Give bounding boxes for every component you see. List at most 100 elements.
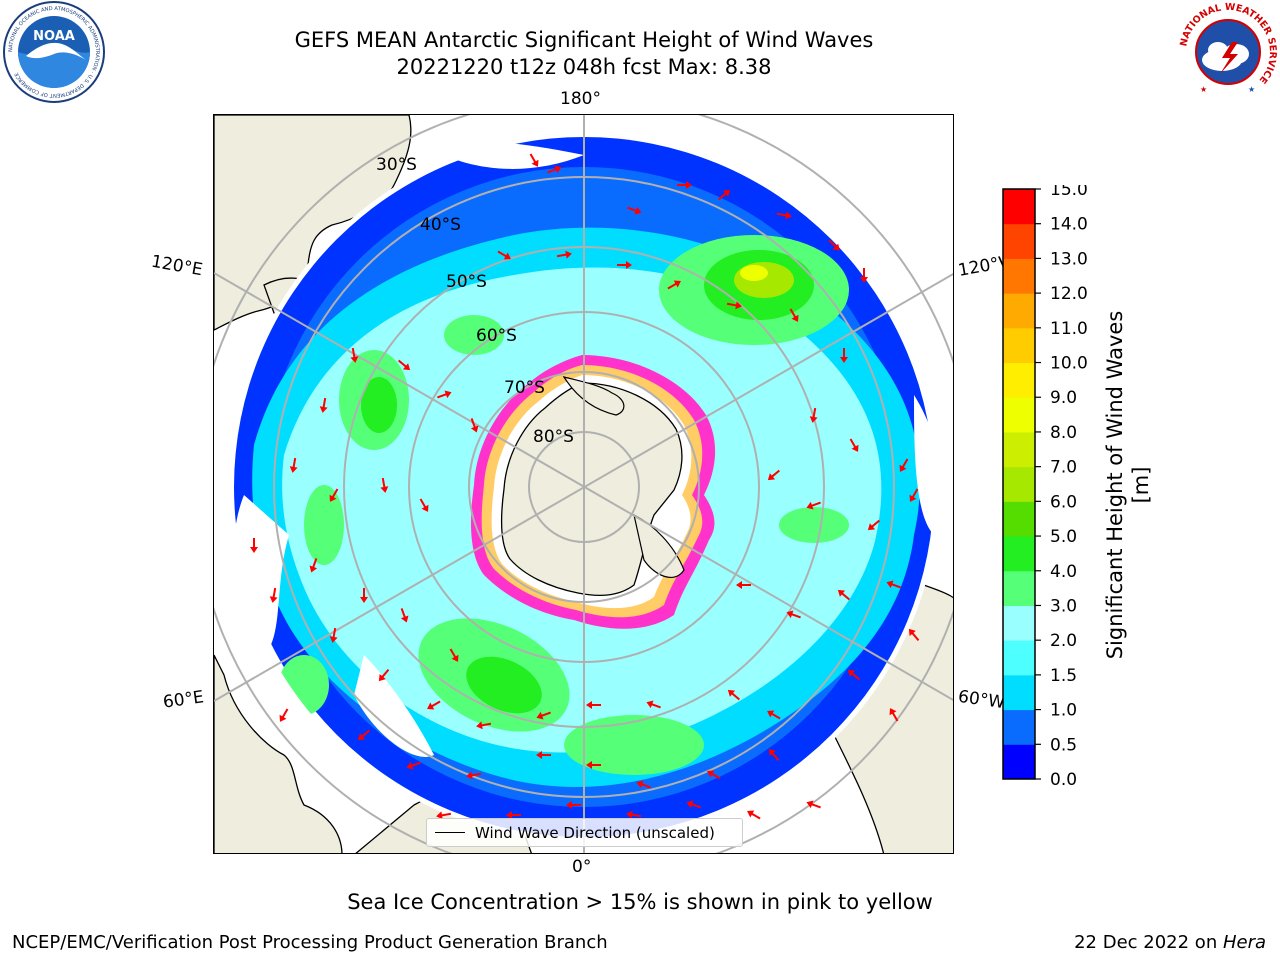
wind-wave-arrow: [736, 581, 751, 589]
colorbar-block: [1003, 431, 1035, 468]
lat-label-50s: 50°S: [446, 272, 487, 292]
colorbar-tick-label: 14.0: [1050, 215, 1088, 235]
wind-wave-arrow: [726, 301, 742, 310]
wind-wave-arrow: [747, 810, 761, 820]
colorbar-tick-label: 1.5: [1050, 666, 1077, 686]
lon-label-120e: 120°E: [149, 251, 205, 281]
wind-wave-arrow: [828, 239, 840, 251]
wind-wave-arrow: [767, 710, 781, 720]
wind-wave-arrow: [547, 165, 562, 174]
colorbar-tick-label: 4.0: [1050, 562, 1077, 582]
latitude-labels: 30°S 40°S 50°S 60°S 70°S 80°S: [376, 155, 574, 447]
colorbar-tick-label: 3.0: [1050, 596, 1077, 616]
wind-wave-arrow: [686, 800, 701, 809]
wind-wave-arrow: [466, 771, 482, 780]
colorbar-tick-label: 9.0: [1050, 388, 1077, 408]
colorbar-tick-label: 2.0: [1050, 631, 1077, 651]
colorbar-block: [1003, 744, 1035, 780]
wind-wave-arrow: [806, 800, 821, 809]
wind-wave-arrow: [566, 801, 581, 809]
wind-wave-arrow: [250, 538, 258, 553]
colorbar-block: [1003, 362, 1035, 398]
wind-wave-arrow: [437, 390, 452, 399]
colorbar-tick-label: 5.0: [1050, 527, 1077, 547]
footer-date: 22 Dec 2022 on: [1074, 932, 1223, 953]
wind-wave-arrow: [529, 153, 539, 167]
map-canvas: 30°S 40°S 50°S 60°S 70°S 80°S: [214, 115, 953, 853]
wind-wave-arrow: [909, 488, 919, 502]
colorbar-label: Significant Height of Wind Waves [m]: [1103, 310, 1153, 660]
wind-wave-arrow: [380, 477, 389, 493]
lat-label-80s: 80°S: [533, 427, 574, 447]
wind-wave-arrow: [586, 701, 601, 709]
colorbar-ticks: 0.0 0.5 1.0 1.5 2.0 3.0 4.0 5.0 6.0 7.0 8.0 9.0 10.0…: [1035, 185, 1088, 785]
lon-label-0: 0°: [572, 857, 592, 877]
wind-wave-arrow: [436, 811, 452, 820]
colorbar-tick-label: 0.0: [1050, 770, 1077, 785]
graticule: [214, 115, 953, 853]
colorbar-block: [1003, 397, 1035, 433]
lon-label-180: 180°: [560, 89, 601, 109]
lat-label-70s: 70°S: [504, 378, 545, 398]
wind-wave-arrow: [776, 211, 792, 220]
legend-label: Wind Wave Direction (unscaled): [475, 823, 715, 842]
wind-wave-arrow: [309, 558, 318, 573]
wind-wave-arrow: [378, 668, 390, 682]
wind-wave-arrow: [840, 348, 848, 363]
wind-wave-arrow: [768, 748, 780, 762]
colorbar-block: [1003, 501, 1035, 537]
colorbar-block: [1003, 674, 1035, 711]
legend-line-swatch: [435, 832, 465, 833]
wind-wave-arrow: [449, 648, 459, 662]
wind-wave-arrow: [707, 770, 721, 780]
wind-wave-arrow: [536, 711, 551, 720]
wind-wave-arrow: [886, 580, 901, 589]
colorbar-block: [1003, 223, 1035, 259]
colorbar-tick-label: 8.0: [1050, 423, 1077, 443]
chart-title: GEFS MEAN Antarctic Significant Height o…: [294, 28, 874, 52]
colorbar-tick-label: 6.0: [1050, 492, 1077, 512]
colorbar-block: [1003, 640, 1035, 676]
colorbar-block: [1003, 536, 1035, 572]
wind-wave-arrow: [789, 308, 799, 322]
lat-label-40s: 40°S: [420, 215, 461, 235]
wind-wave-arrow: [860, 268, 868, 283]
wind-wave-arrow: [667, 280, 681, 290]
wind-wave-arrow: [867, 519, 881, 531]
lon-label-60w: 60°W: [956, 686, 1007, 714]
colorbar-block: [1003, 189, 1035, 225]
wind-wave-arrow: [837, 589, 851, 601]
colorbar-block: [1003, 605, 1035, 641]
wind-wave-arrow: [329, 488, 339, 502]
colorbar-tick-label: 7.0: [1050, 458, 1077, 478]
wind-wave-arrow: [319, 397, 328, 413]
footer-left: NCEP/EMC/Verification Post Processing Pr…: [12, 932, 608, 953]
wind-wave-arrow: [899, 458, 909, 472]
wind-wave-arrow: [806, 501, 821, 510]
wind-wave-arrow: [497, 250, 511, 260]
svg-text:★: ★: [1200, 85, 1207, 94]
footer-right: 22 Dec 2022 on Hera: [1074, 932, 1266, 953]
wind-wave-arrow: [269, 587, 278, 603]
wind-wave-arrow: [626, 810, 642, 819]
wind-wave-arrow: [360, 588, 368, 603]
wind-wave-arrow: [717, 189, 731, 201]
wind-wave-arrow: [350, 347, 359, 363]
colorbar-block: [1003, 466, 1035, 502]
chart-subtitle: 20221220 t12z 048h fcst Max: 8.38: [396, 55, 772, 79]
colorbar-tick-label: 12.0: [1050, 284, 1088, 304]
colorbar-blocks: [1003, 189, 1035, 780]
wind-wave-arrow: [617, 261, 632, 269]
wind-wave-arrows: [250, 153, 920, 820]
sea-ice-caption: Sea Ice Concentration > 15% is shown in …: [347, 890, 933, 914]
wind-wave-arrow: [476, 721, 492, 730]
colorbar-block: [1003, 258, 1035, 294]
svg-text:★: ★: [1248, 85, 1255, 94]
colorbar-block: [1003, 293, 1035, 329]
wind-wave-arrow: [849, 438, 859, 452]
wind-wave-arrow: [636, 780, 651, 789]
colorbar-tick-label: 0.5: [1050, 735, 1077, 755]
noaa-text: NOAA: [33, 29, 75, 44]
noaa-logo: NATIONAL OCEANIC AND ATMOSPHERIC ADMINIS…: [3, 1, 105, 103]
wind-wave-arrow: [767, 469, 781, 481]
